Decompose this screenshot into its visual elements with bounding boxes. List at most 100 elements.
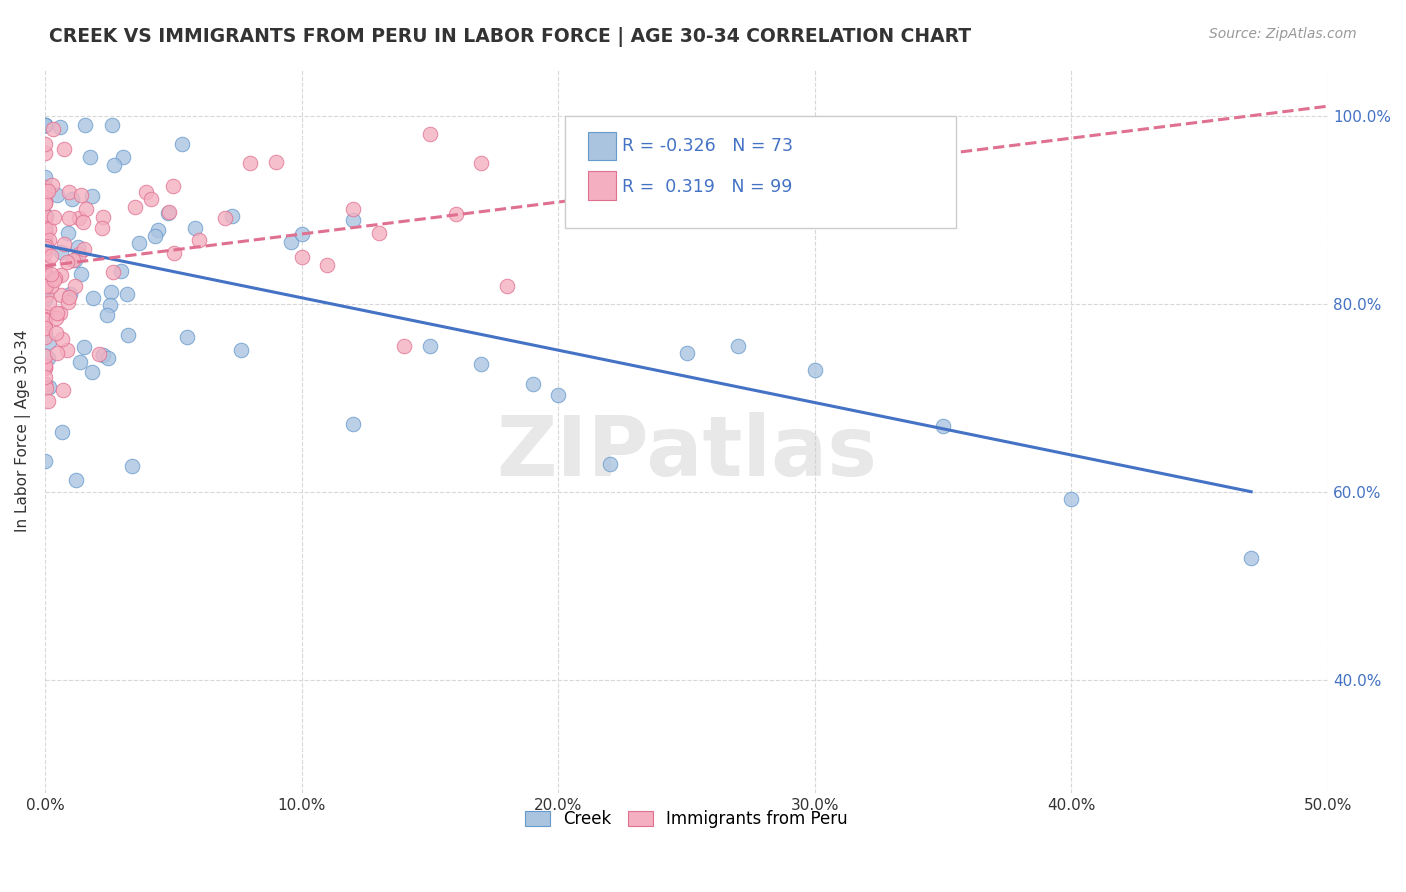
Point <box>148 223 170 237</box>
Point <box>34 349 56 363</box>
Point <box>34 377 56 392</box>
Point <box>34 277 56 292</box>
Point <box>67 240 90 254</box>
Point <box>1060 491 1083 506</box>
Point <box>342 213 364 227</box>
Point <box>37 393 59 408</box>
Point <box>367 226 389 240</box>
Point <box>115 286 138 301</box>
Point <box>38 334 60 349</box>
Point <box>38 380 60 394</box>
Point <box>290 250 312 264</box>
Point <box>124 201 146 215</box>
Point <box>38 296 60 310</box>
Point <box>63 279 86 293</box>
Point <box>73 243 96 257</box>
Text: R = -0.326   N = 73: R = -0.326 N = 73 <box>623 137 793 155</box>
Point <box>39 249 62 263</box>
Point <box>34 213 56 227</box>
Point <box>44 270 66 285</box>
Point <box>48 120 70 134</box>
Point <box>804 363 827 377</box>
Point <box>58 185 80 199</box>
Point <box>75 202 97 216</box>
Point <box>172 136 194 151</box>
Point <box>34 360 56 375</box>
Point <box>239 156 262 170</box>
Point <box>98 298 121 312</box>
Point <box>45 326 67 340</box>
Point <box>34 358 56 372</box>
Point <box>35 278 58 293</box>
Point <box>34 169 56 184</box>
Point <box>34 320 56 334</box>
Point <box>34 227 56 242</box>
Text: Source: ZipAtlas.com: Source: ZipAtlas.com <box>1209 27 1357 41</box>
Point <box>34 305 56 319</box>
Point <box>342 417 364 431</box>
Point <box>69 355 91 369</box>
Point <box>470 156 492 170</box>
Point <box>82 291 104 305</box>
Point <box>34 281 56 295</box>
Point <box>184 221 207 235</box>
Point <box>52 383 75 397</box>
Point <box>34 326 56 341</box>
Point <box>65 473 87 487</box>
Point <box>117 328 139 343</box>
Point <box>214 211 236 225</box>
Point <box>49 268 72 283</box>
Point <box>34 293 56 307</box>
Point <box>42 273 65 287</box>
Point <box>34 272 56 286</box>
Point <box>56 343 79 358</box>
Point <box>35 288 58 302</box>
Point <box>72 215 94 229</box>
Point <box>675 346 697 360</box>
Point <box>96 308 118 322</box>
Point <box>91 348 114 362</box>
Point <box>67 247 90 261</box>
Point <box>34 329 56 343</box>
Point <box>34 179 56 194</box>
Point <box>264 154 287 169</box>
Point <box>342 202 364 216</box>
Point <box>91 210 114 224</box>
Point <box>72 340 94 354</box>
Point <box>35 381 58 395</box>
Point <box>34 146 56 161</box>
Point <box>80 365 103 379</box>
Point <box>34 227 56 241</box>
Point <box>67 211 90 225</box>
Point <box>49 245 72 260</box>
Point <box>46 187 69 202</box>
Point <box>34 220 56 235</box>
Point <box>221 209 243 223</box>
Point <box>162 178 184 193</box>
Point <box>419 127 441 141</box>
Legend: Creek, Immigrants from Peru: Creek, Immigrants from Peru <box>519 804 855 835</box>
Point <box>100 118 122 132</box>
Point <box>121 458 143 473</box>
Point <box>34 369 56 384</box>
Point <box>111 151 134 165</box>
Point <box>49 306 72 320</box>
Point <box>34 118 56 132</box>
Point <box>34 187 56 202</box>
Point <box>495 278 517 293</box>
Point <box>41 178 63 192</box>
Point <box>34 186 56 200</box>
Point <box>187 234 209 248</box>
Point <box>69 267 91 281</box>
Point <box>547 388 569 402</box>
Point <box>34 361 56 376</box>
Text: CREEK VS IMMIGRANTS FROM PERU IN LABOR FORCE | AGE 30-34 CORRELATION CHART: CREEK VS IMMIGRANTS FROM PERU IN LABOR F… <box>49 27 972 46</box>
Point <box>316 259 339 273</box>
Point <box>290 227 312 241</box>
Point <box>392 339 415 353</box>
Point <box>34 246 56 260</box>
Point <box>91 220 114 235</box>
Point <box>97 351 120 365</box>
Point <box>727 339 749 353</box>
Point <box>128 235 150 250</box>
